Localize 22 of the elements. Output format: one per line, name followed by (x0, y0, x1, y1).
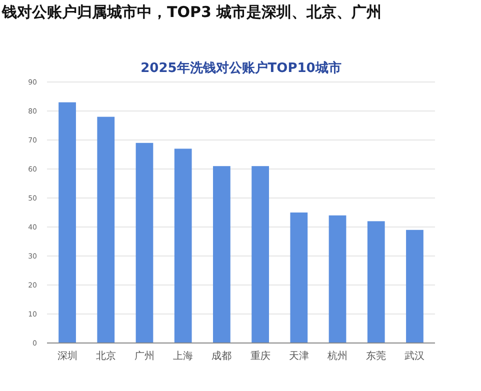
bar (328, 215, 346, 343)
x-tick-label: 东莞 (366, 350, 386, 362)
bar (58, 102, 76, 343)
chart-subtitle: 钱对公账户归属城市中，TOP3 城市是深圳、北京、广州 (1, 3, 382, 21)
bar (97, 116, 115, 343)
x-tick-label: 深圳 (57, 350, 78, 362)
bar (136, 142, 154, 343)
x-tick-label: 北京 (96, 350, 116, 362)
bar (290, 212, 308, 343)
x-tick-label: 广州 (134, 350, 154, 362)
bar (406, 230, 424, 343)
x-tick-label: 天津 (288, 350, 309, 362)
bar (213, 166, 230, 343)
bar (174, 148, 192, 343)
bar (367, 221, 385, 343)
bar (252, 166, 269, 343)
x-tick-label: 武汉 (404, 350, 425, 362)
x-tick-label: 重庆 (250, 350, 270, 362)
x-tick-label: 杭州 (326, 350, 348, 362)
x-tick-label: 上海 (173, 350, 194, 362)
x-tick-label: 成都 (212, 350, 232, 362)
chart-title: 2025年洗钱对公账户TOP10城市 (140, 60, 342, 76)
